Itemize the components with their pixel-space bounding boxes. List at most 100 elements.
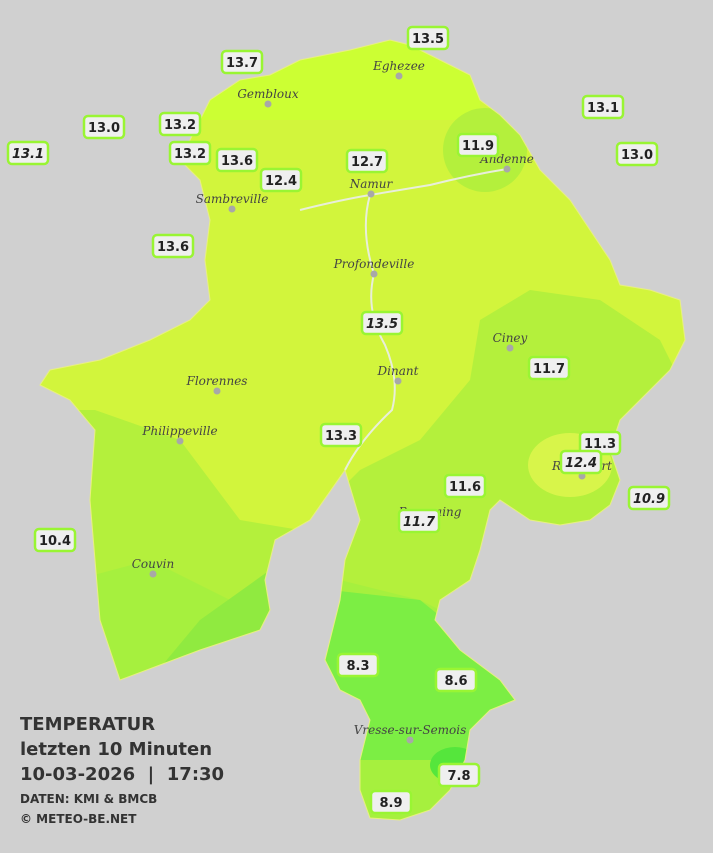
station: 12.4: [559, 449, 603, 475]
station: 13.0: [615, 141, 659, 167]
town-dot: [503, 165, 511, 173]
legend-source: DATEN: KMI & BMCB: [20, 792, 157, 806]
station-value: 10.9: [633, 492, 665, 507]
station-box: [336, 652, 380, 678]
station: 11.9: [456, 132, 500, 158]
town-name: Gembloux: [237, 87, 299, 101]
town-name: Ciney: [493, 331, 528, 345]
station: 13.1: [6, 140, 50, 166]
station-value: 12.7: [351, 155, 383, 170]
station-box: [581, 94, 625, 120]
station-value: 10.4: [39, 534, 71, 549]
station-value: 8.9: [379, 796, 402, 811]
station-box: [82, 114, 126, 140]
legend-subtitle: letzten 10 Minuten: [20, 739, 212, 760]
station-box: [259, 167, 303, 193]
station: 13.7: [220, 49, 264, 75]
town-dot: [367, 190, 375, 198]
station-value: 13.1: [12, 147, 44, 162]
station-box: [168, 140, 212, 166]
station: 13.5: [360, 310, 404, 336]
station-box: [33, 527, 77, 553]
station-value: 13.5: [366, 317, 398, 332]
station: 12.4: [259, 167, 303, 193]
station: 12.7: [345, 148, 389, 174]
station: 13.6: [215, 147, 259, 173]
town-dot: [213, 387, 221, 395]
stations: 13.5 13.7 13.1 13.0 13.2 13.1 13.2 13.6 11.9 12.7…: [6, 25, 671, 815]
town-name: Philippeville: [141, 424, 217, 438]
station: 8.3: [336, 652, 380, 678]
station: 7.8: [437, 762, 481, 788]
station-value: 13.6: [221, 154, 253, 169]
station: 13.1: [581, 94, 625, 120]
town-name: Sambreville: [196, 192, 269, 206]
station: 13.6: [151, 233, 195, 259]
station: 10.4: [33, 527, 77, 553]
station-value: 8.6: [444, 674, 467, 689]
station-value: 11.9: [462, 139, 494, 154]
station: 13.2: [158, 111, 202, 137]
town-dot: [394, 377, 402, 385]
station-box: [215, 147, 259, 173]
town-dot: [149, 570, 157, 578]
station: 10.9: [627, 485, 671, 511]
station-box: [406, 25, 450, 51]
station-box: [345, 148, 389, 174]
station-value: 8.3: [346, 659, 369, 674]
town-dot: [395, 72, 403, 80]
legend-datetime: 10-03-2026 | 17:30: [20, 764, 224, 785]
station-value: 13.5: [412, 32, 444, 47]
station: 13.5: [406, 25, 450, 51]
station-value: 11.7: [403, 515, 436, 530]
town-dot: [406, 736, 414, 744]
station-value: 7.8: [447, 769, 470, 784]
town-dot: [228, 205, 236, 213]
station-box: [397, 508, 441, 534]
station-box: [527, 355, 571, 381]
station: 8.9: [369, 789, 413, 815]
station-box: [627, 485, 671, 511]
station: 8.6: [434, 667, 478, 693]
station: 11.3: [578, 430, 622, 456]
river: [299, 168, 508, 471]
station: 11.7: [397, 508, 441, 534]
station-value: 12.4: [565, 456, 597, 471]
station-box: [559, 449, 603, 475]
station-value: 11.6: [449, 480, 481, 495]
station-value: 13.0: [621, 148, 653, 163]
town-name: Eghezee: [372, 59, 425, 73]
station-box: [456, 132, 500, 158]
station-box: [437, 762, 481, 788]
station: 13.2: [168, 140, 212, 166]
town-name: Dinant: [377, 364, 419, 378]
station-value: 13.3: [325, 429, 357, 444]
town-dot: [176, 437, 184, 445]
station: 11.6: [443, 473, 487, 499]
town-name: Vresse-sur-Semois: [354, 723, 467, 737]
station-box: [220, 49, 264, 75]
station-box: [434, 667, 478, 693]
town-dot: [264, 100, 272, 108]
station-box: [360, 310, 404, 336]
station-box: [615, 141, 659, 167]
town-name: Profondeville: [333, 257, 415, 271]
station-value: 12.4: [265, 174, 297, 189]
station-value: 11.7: [533, 362, 565, 377]
town-name: Couvin: [132, 557, 174, 571]
station-box: [319, 422, 363, 448]
town-name: Namur: [349, 177, 394, 191]
station-box: [158, 111, 202, 137]
station-box: [369, 789, 413, 815]
legend-title: TEMPERATUR: [20, 714, 155, 735]
towns: EghezeeGemblouxAndenneNamurSambrevillePr…: [132, 59, 612, 744]
station-box: [6, 140, 50, 166]
station-box: [443, 473, 487, 499]
town-dot: [370, 270, 378, 278]
station-box: [151, 233, 195, 259]
station: 13.3: [319, 422, 363, 448]
station: 11.7: [527, 355, 571, 381]
station-value: 13.0: [88, 121, 120, 136]
station-value: 13.7: [226, 56, 258, 71]
